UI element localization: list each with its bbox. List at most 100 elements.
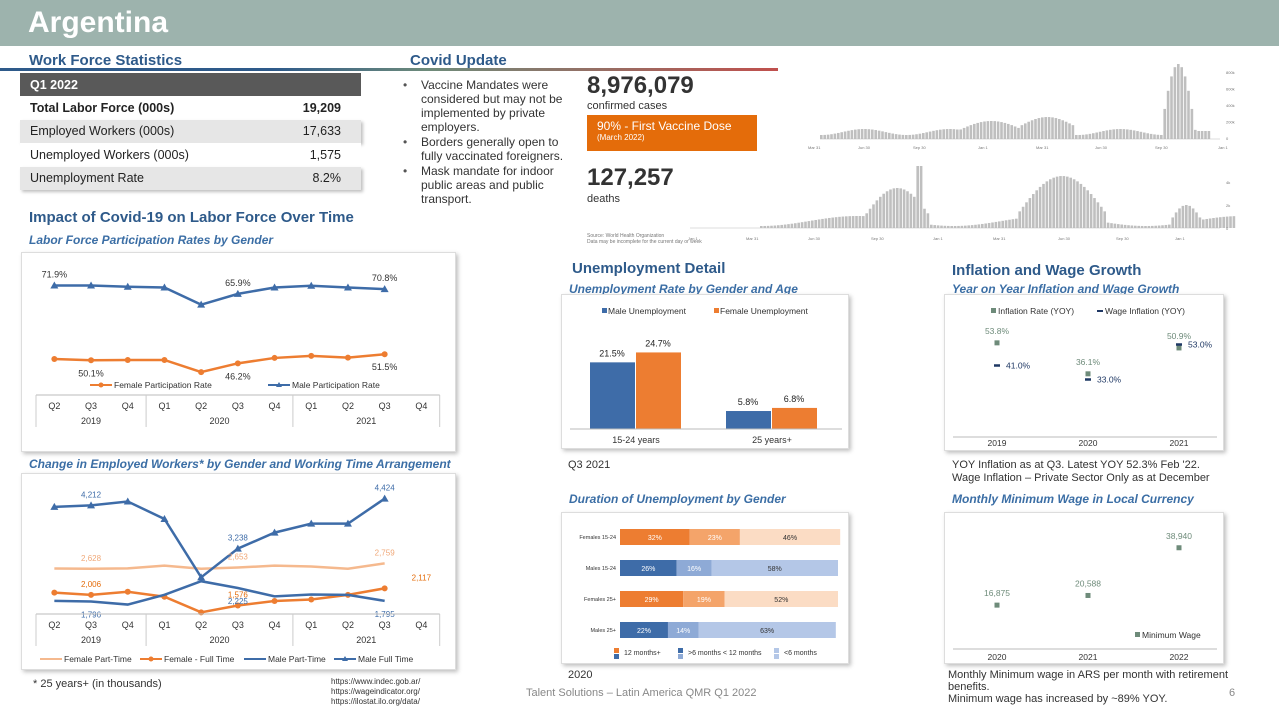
- legend-label: Male Participation Rate: [292, 380, 380, 390]
- deaths-bar: [797, 222, 800, 228]
- x-tick-label: Q1: [305, 401, 317, 411]
- source-link[interactable]: https://wageindicator.org/: [331, 687, 420, 696]
- x-year-label: 2021: [356, 416, 376, 426]
- data-label: 46.2%: [225, 371, 251, 381]
- cases-bar: [1102, 131, 1105, 139]
- legend-label: Minimum Wage: [1142, 630, 1201, 640]
- deaths-bar: [960, 225, 964, 228]
- x-tick-label: Q1: [158, 401, 170, 411]
- bar-label: 16%: [687, 566, 701, 573]
- workforce-table: Q1 2022 Total Labor Force (000s) 19,209 Em…: [20, 73, 361, 190]
- cases-bar: [915, 134, 918, 139]
- cases-bar: [973, 123, 976, 139]
- deaths-bar: [994, 221, 998, 228]
- deaths-tick: Jun 30: [1058, 236, 1071, 241]
- cases-bar: [1034, 119, 1037, 139]
- cases-bar: [881, 131, 884, 139]
- series-line-male-participation-rate: [54, 284, 385, 307]
- bar-segment: [724, 591, 838, 607]
- cases-bar: [867, 129, 871, 139]
- deaths-bar: [1066, 176, 1069, 228]
- cases-bar: [1024, 123, 1027, 139]
- cases-bar: [857, 129, 860, 139]
- deaths-value: 127,257: [587, 164, 674, 191]
- workforce-row-value: 19,209: [302, 100, 341, 115]
- x-tick-label: Q4: [122, 401, 134, 411]
- data-label: 2,653: [228, 552, 249, 561]
- cases-bar: [1122, 129, 1126, 139]
- deaths-bar: [1035, 190, 1038, 228]
- deaths-bar: [1096, 202, 1100, 228]
- x-tick-label: Q3: [379, 401, 391, 411]
- workforce-row-value: 1,575: [309, 147, 341, 162]
- deaths-bar: [1198, 217, 1202, 228]
- workforce-row-value: 8.2%: [312, 171, 342, 186]
- cases-bar: [976, 122, 979, 139]
- source-link[interactable]: https://ilostat.ilo.org/data/: [331, 697, 420, 706]
- cases-bar: [979, 122, 983, 139]
- cases-bar: [969, 125, 973, 139]
- legend-swatch: [991, 308, 996, 313]
- deaths-bar: [780, 224, 783, 228]
- cases-bar: [996, 121, 1000, 139]
- x-tick-label: 2021: [1079, 652, 1098, 662]
- x-tick-label: Q4: [269, 620, 281, 630]
- data-point: [233, 544, 242, 552]
- minwage-chart: 16,875 20,588 38,940 2020 2021 2022 Minimum Wa…: [953, 531, 1217, 662]
- deaths-bar: [811, 220, 814, 228]
- deaths-bar: [1021, 206, 1025, 228]
- data-point: [198, 369, 205, 376]
- cases-bar: [1109, 129, 1112, 139]
- data-point: [161, 356, 168, 363]
- deaths-bar: [957, 225, 960, 228]
- cases-bar: [939, 129, 942, 139]
- inflation-note: YOY Inflation as at Q3. Latest YOY 52.3%…: [952, 459, 1210, 484]
- legend-swatch: [714, 308, 719, 313]
- legend-swatch: [774, 648, 779, 653]
- legend-marker: [342, 656, 348, 661]
- deaths-bar: [1004, 220, 1008, 228]
- cases-bar: [1061, 120, 1064, 139]
- deaths-tick: Jan 1: [688, 236, 699, 241]
- source-line: Source: World Health Organization: [587, 233, 665, 239]
- deaths-bar: [923, 208, 926, 228]
- data-point: [88, 357, 95, 364]
- bar: [636, 352, 681, 429]
- cases-bar: [956, 129, 959, 139]
- cases-bar: [830, 134, 833, 139]
- deaths-bar: [1161, 225, 1164, 228]
- x-tick-label: Q4: [122, 620, 134, 630]
- cases-tick: Sep 30: [913, 145, 926, 150]
- employed-panel: 4,212 3,238 4,424 2,628 2,653 2,759 2,006 1,576…: [21, 473, 456, 670]
- deaths-bar: [817, 219, 821, 228]
- employed-chart: 4,212 3,238 4,424 2,628 2,653 2,759 2,006 1,576…: [35, 484, 441, 664]
- duration-subtitle: Duration of Unemployment by Gender: [569, 492, 786, 506]
- data-point: [87, 281, 96, 289]
- deaths-bar: [1151, 225, 1154, 228]
- cases-bar: [1194, 129, 1197, 139]
- deaths-bar: [1154, 225, 1157, 228]
- deaths-bar: [1045, 181, 1049, 228]
- deaths-bar: [1110, 223, 1113, 228]
- deaths-bar: [1120, 224, 1123, 228]
- inflation-panel: 53.8% 36.1% 50.9% 41.0% 33.0% 53.0% 2019 2020 20…: [944, 294, 1224, 451]
- deaths-bar: [977, 224, 981, 228]
- data-point: [123, 497, 132, 505]
- data-label: 16,875: [984, 588, 1010, 598]
- cases-bar: [1078, 134, 1081, 139]
- y-tick-label: Males 15-24: [586, 566, 616, 572]
- source-link[interactable]: https://www.indec.gob.ar/: [331, 677, 421, 686]
- cases-label: confirmed cases: [587, 100, 668, 112]
- cases-bar: [1139, 131, 1143, 139]
- deaths-bar: [1072, 179, 1076, 228]
- cases-bar: [993, 121, 996, 139]
- bar-label: 52%: [774, 597, 788, 604]
- deaths-bar: [1089, 194, 1093, 228]
- participation-chart: 71.9% 65.9% 70.8% 50.1% 46.2% 51.5% Female Par…: [35, 269, 441, 427]
- unemployment-title: Unemployment Detail: [572, 260, 726, 277]
- cases-bar: [959, 129, 962, 139]
- participation-subtitle: Labor Force Participation Rates by Gende…: [29, 233, 274, 247]
- title-underline: [0, 68, 778, 71]
- cases-bar: [1003, 122, 1007, 139]
- deaths-bar: [851, 216, 855, 228]
